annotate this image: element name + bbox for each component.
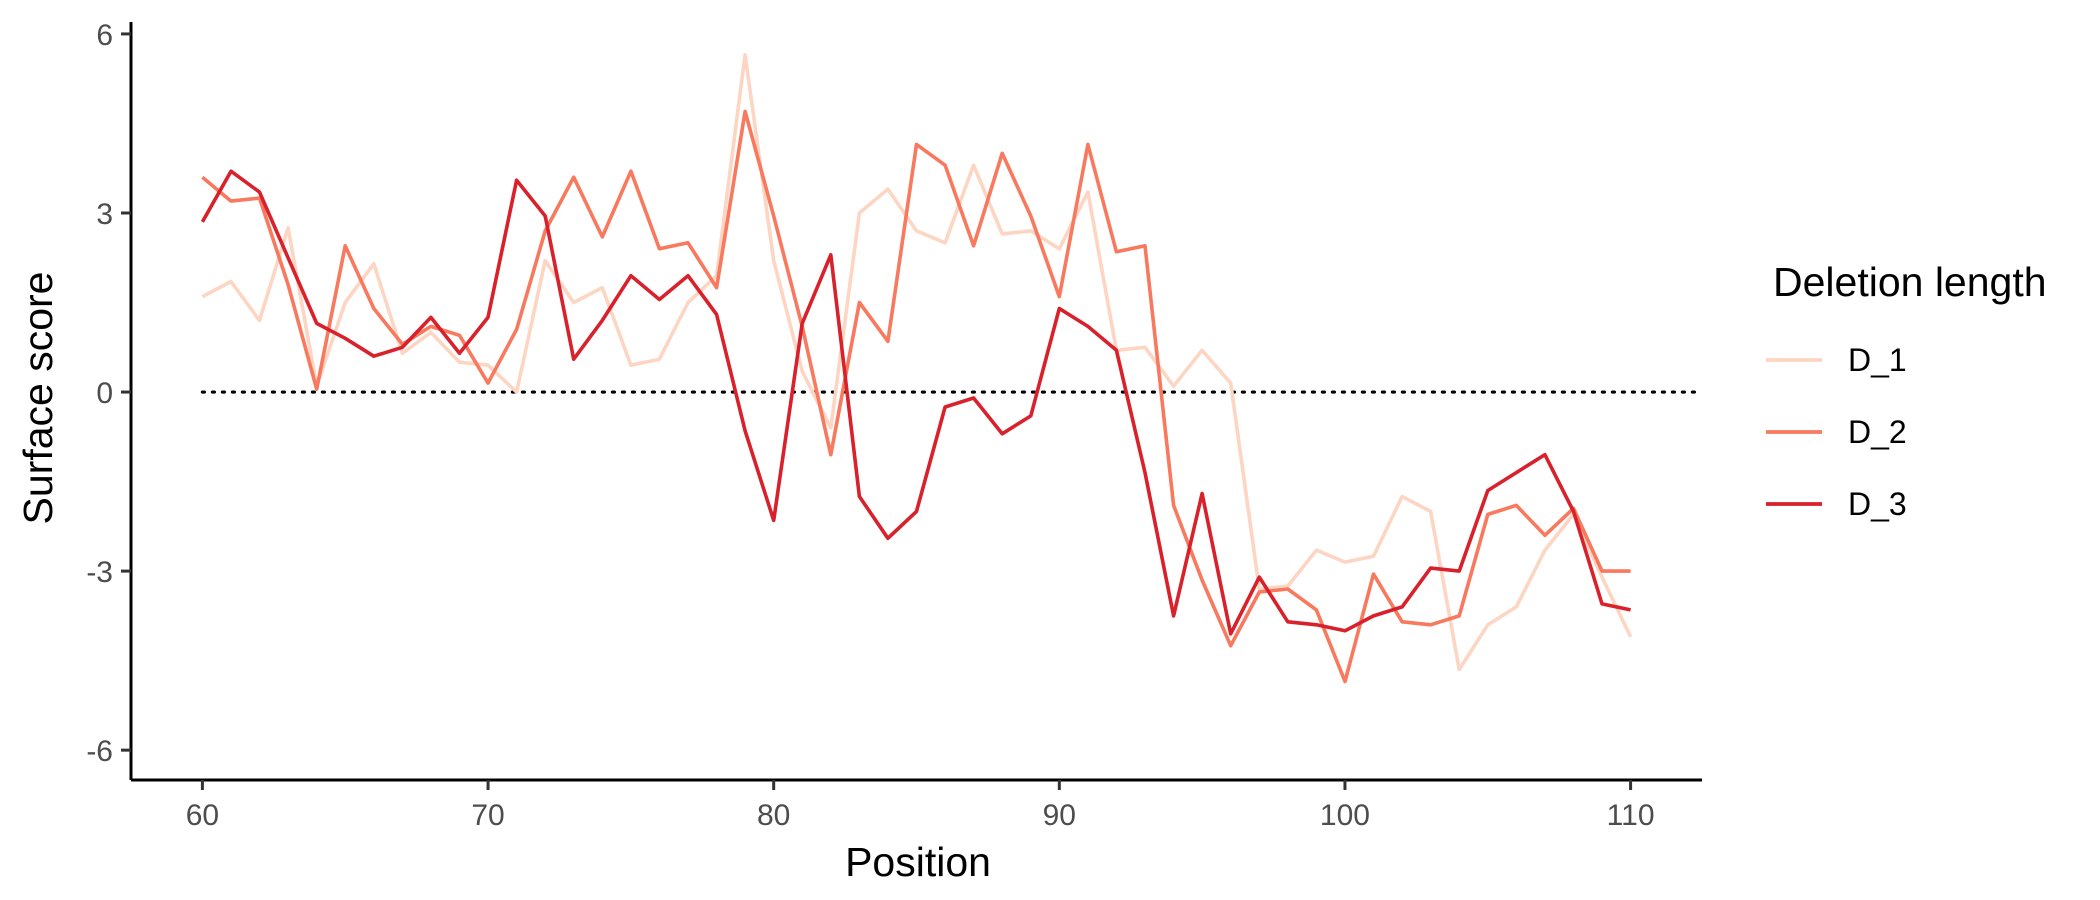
legend-label-d-2: D_2: [1848, 414, 1907, 450]
series-line-d-1: [201, 52, 1633, 672]
x-tick-label: 80: [757, 799, 790, 832]
axes: 60 70 80 90 100 110 -6 -3 0 3 6: [86, 19, 1702, 832]
y-tick-label: -3: [86, 556, 113, 589]
y-axis-title: Surface score: [15, 272, 61, 525]
x-tick-label: 90: [1043, 799, 1076, 832]
x-tick-label: 70: [471, 799, 504, 832]
x-tick-label: 110: [1607, 799, 1655, 832]
y-tick-label: 0: [96, 377, 113, 410]
legend-label-d-3: D_3: [1848, 486, 1907, 522]
legend-title: Deletion length: [1773, 259, 2047, 305]
x-tick-label: 60: [186, 799, 219, 832]
legend-label-d-1: D_1: [1848, 342, 1907, 378]
y-tick-label: -6: [86, 735, 113, 768]
x-axis-title: Position: [845, 839, 991, 885]
y-tick-label: 3: [96, 198, 113, 231]
y-tick-label: 6: [96, 19, 113, 52]
plot-area: [200, 52, 1704, 684]
legend: Deletion length D_1 D_2 D_3: [1766, 259, 2047, 522]
series-line-d-2: [201, 109, 1631, 684]
series-line-d-3: [200, 169, 1631, 636]
x-tick-label: 100: [1320, 799, 1370, 832]
